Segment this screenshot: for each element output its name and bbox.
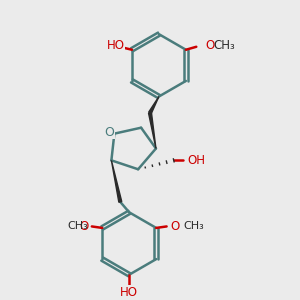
Text: CH₃: CH₃: [183, 221, 204, 231]
Text: OH: OH: [187, 154, 205, 167]
Text: O: O: [170, 220, 179, 233]
Text: CH₃: CH₃: [68, 221, 88, 231]
Text: CH₃: CH₃: [214, 39, 235, 52]
Text: HO: HO: [120, 286, 138, 299]
Polygon shape: [148, 112, 156, 148]
Text: O: O: [79, 220, 88, 233]
Polygon shape: [111, 160, 122, 202]
Text: HO: HO: [106, 39, 124, 52]
Text: O: O: [205, 39, 214, 52]
Polygon shape: [149, 97, 159, 114]
Text: O: O: [104, 126, 114, 139]
